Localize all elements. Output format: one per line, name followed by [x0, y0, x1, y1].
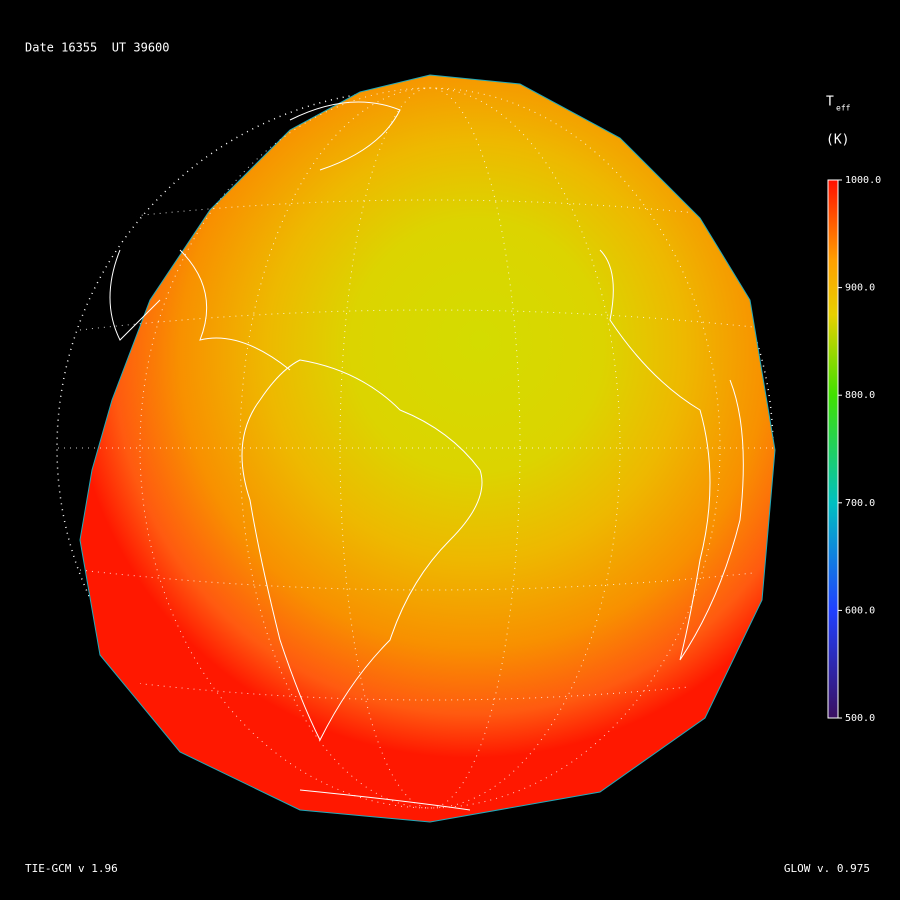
- date-label: Date 16355 UT 39600: [25, 41, 170, 55]
- colorbar-tick-label: 800.0: [845, 390, 875, 401]
- colorbar-tick-label: 500.0: [845, 713, 875, 724]
- colorbar-title: T: [826, 95, 834, 110]
- footer-left: TIE-GCM v 1.96: [25, 862, 118, 875]
- colorbar-tick-label: 700.0: [845, 498, 875, 509]
- colorbar-tick-label: 600.0: [845, 605, 875, 616]
- temperature-field: [79, 74, 776, 823]
- footer-right: GLOW v. 0.975: [784, 862, 870, 875]
- colorbar: [827, 179, 839, 719]
- colorbar-tick-label: 1000.0: [845, 175, 881, 186]
- coastlines: [109, 101, 744, 811]
- colorbar-title-sub: eff: [836, 104, 851, 113]
- graticule: [53, 87, 777, 809]
- colorbar-unit: (K): [826, 133, 849, 148]
- colorbar-tick-label: 900.0: [845, 283, 875, 294]
